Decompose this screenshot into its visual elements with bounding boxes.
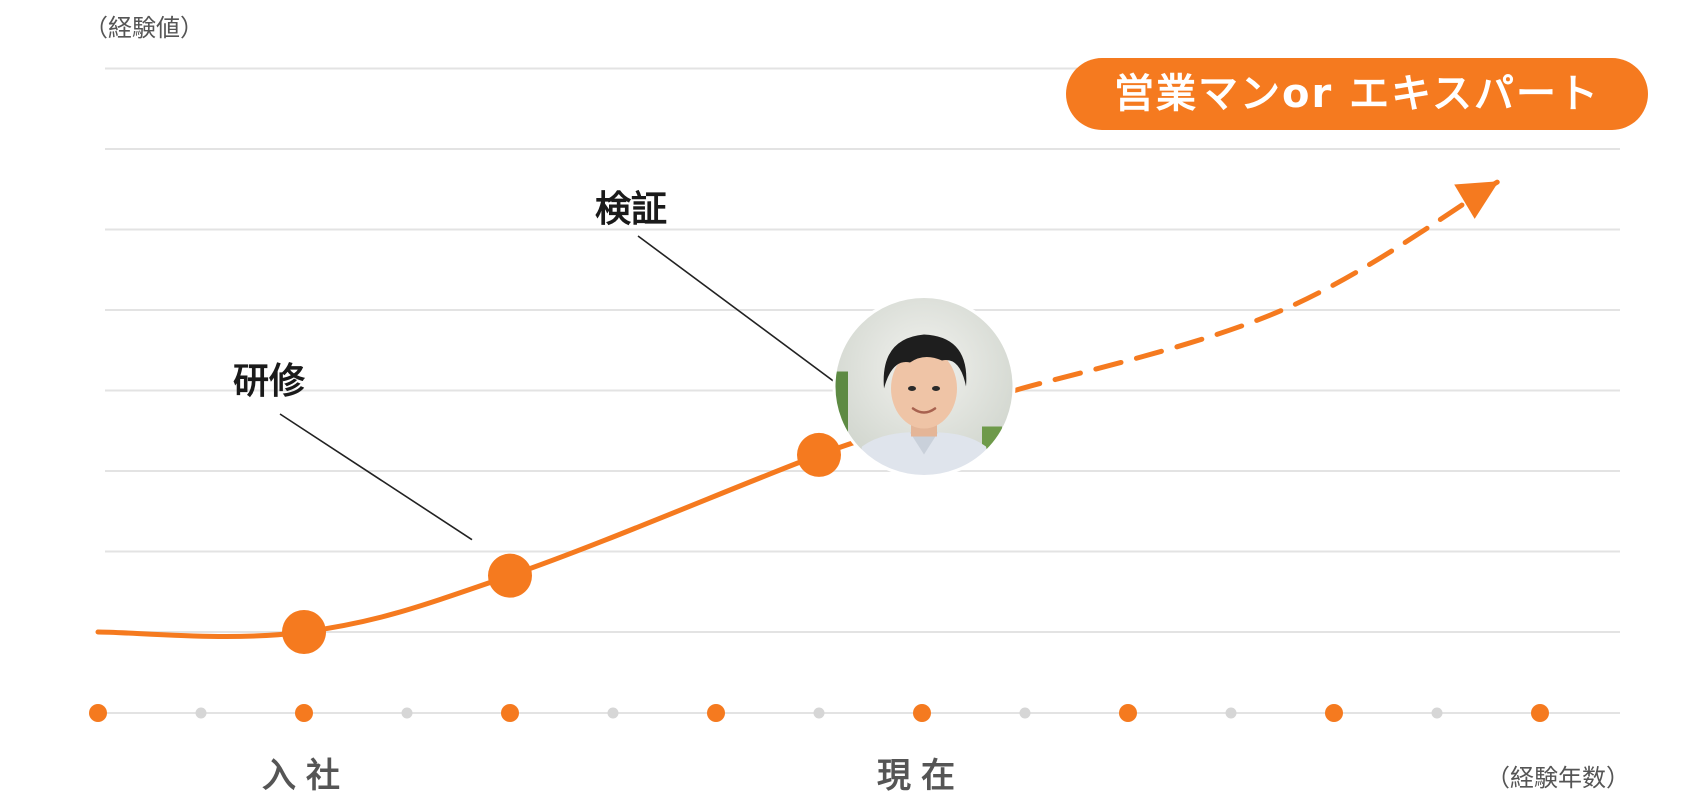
collar [910, 432, 938, 455]
annotation-leaders [279, 235, 880, 541]
minor-tick [1431, 707, 1443, 719]
grid-layer [105, 67, 1620, 633]
major-tick [89, 704, 107, 722]
current-avatar [832, 295, 1016, 478]
x-axis [89, 704, 1620, 722]
series-layer [95, 178, 1502, 640]
face [891, 348, 957, 429]
actual-growth-line [95, 428, 904, 640]
avatar-ring [832, 295, 1016, 478]
tick-label-now: 現在 [877, 756, 965, 796]
major-tick [913, 704, 931, 722]
major-tick [1119, 704, 1137, 722]
major-tick [1325, 704, 1343, 722]
major-tick [295, 704, 313, 722]
minor-tick [401, 707, 413, 719]
minor-tick [607, 707, 619, 719]
hair [883, 334, 967, 389]
milestone-marker [488, 553, 532, 598]
y-axis-label: （経験値） [84, 14, 204, 42]
minor-tick [813, 707, 825, 719]
goal-badge: 営業マンor エキスパート [1066, 58, 1648, 130]
tick-label-join: 入社 [262, 756, 350, 796]
arrow-head-icon [1454, 181, 1499, 219]
x-axis-label: （経験年数） [1486, 764, 1630, 792]
minor-tick [1225, 707, 1237, 719]
eye-right [932, 386, 940, 391]
annotation-kenshu: 研修 [233, 361, 306, 402]
avatar-photo [832, 295, 1016, 478]
minor-tick [1019, 707, 1031, 719]
annotation-kensho: 検証 [595, 189, 668, 230]
milestone-markers [282, 432, 841, 654]
major-tick [501, 704, 519, 722]
minor-tick [195, 707, 207, 719]
avatar-clip [834, 296, 1014, 477]
major-tick [707, 704, 725, 722]
milestone-marker [797, 432, 841, 477]
major-tick [1531, 704, 1549, 722]
milestone-marker [282, 610, 326, 654]
leader-line-kenshu [279, 413, 473, 541]
projected-growth-line [1012, 178, 1502, 393]
smile [911, 407, 937, 414]
eye-left [908, 386, 916, 391]
